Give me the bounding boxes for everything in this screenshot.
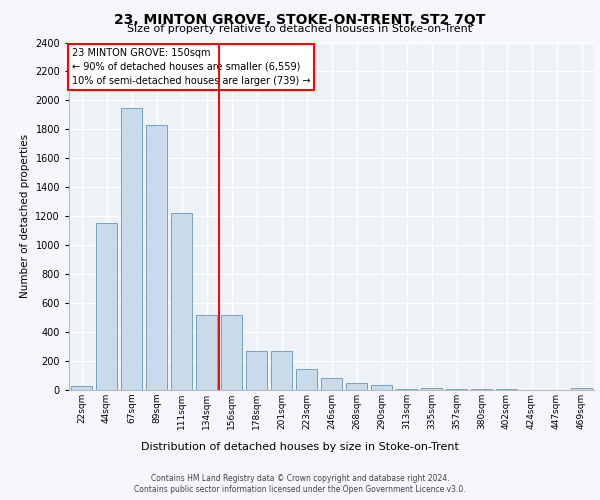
- Bar: [446, 388, 467, 390]
- Bar: [196, 314, 217, 390]
- Bar: [571, 388, 592, 390]
- Text: 23, MINTON GROVE, STOKE-ON-TRENT, ST2 7QT: 23, MINTON GROVE, STOKE-ON-TRENT, ST2 7Q…: [115, 12, 485, 26]
- Bar: [121, 108, 142, 390]
- Bar: [146, 125, 167, 390]
- Bar: [371, 385, 392, 390]
- Bar: [246, 351, 267, 390]
- Bar: [221, 314, 242, 390]
- Bar: [71, 386, 92, 390]
- Bar: [96, 224, 117, 390]
- Bar: [171, 214, 192, 390]
- Bar: [271, 351, 292, 390]
- Bar: [321, 378, 342, 390]
- Bar: [421, 388, 442, 390]
- Y-axis label: Number of detached properties: Number of detached properties: [20, 134, 29, 298]
- Bar: [396, 388, 417, 390]
- Text: Distribution of detached houses by size in Stoke-on-Trent: Distribution of detached houses by size …: [141, 442, 459, 452]
- Text: 23 MINTON GROVE: 150sqm
← 90% of detached houses are smaller (6,559)
10% of semi: 23 MINTON GROVE: 150sqm ← 90% of detache…: [71, 48, 310, 86]
- Bar: [346, 383, 367, 390]
- Text: Contains public sector information licensed under the Open Government Licence v3: Contains public sector information licen…: [134, 485, 466, 494]
- Text: Contains HM Land Registry data © Crown copyright and database right 2024.: Contains HM Land Registry data © Crown c…: [151, 474, 449, 483]
- Text: Size of property relative to detached houses in Stoke-on-Trent: Size of property relative to detached ho…: [127, 24, 473, 34]
- Bar: [296, 369, 317, 390]
